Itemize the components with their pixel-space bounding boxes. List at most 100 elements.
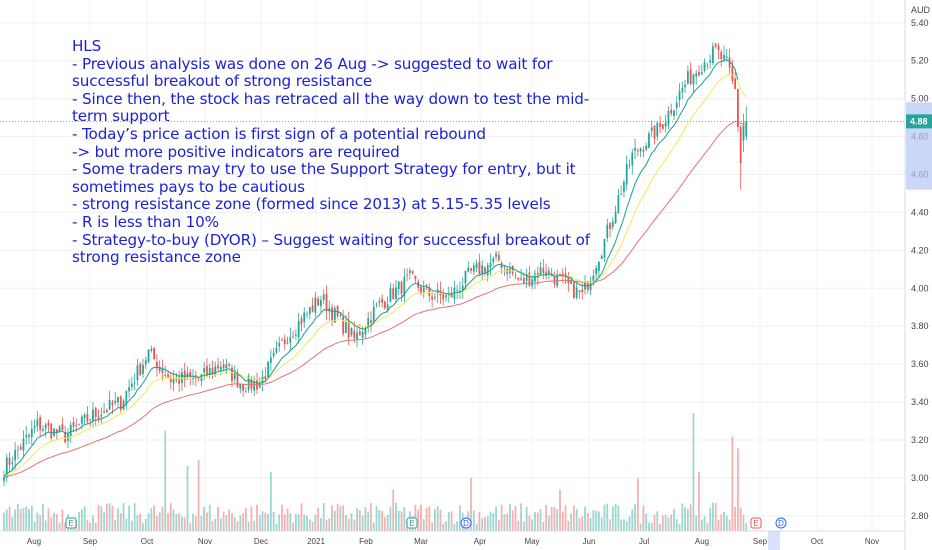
volume-bar xyxy=(648,522,650,531)
volume-bar xyxy=(609,519,611,531)
candle-body xyxy=(717,45,720,51)
volume-bar xyxy=(742,515,745,531)
volume-bar xyxy=(695,515,698,531)
volume-bar xyxy=(244,507,247,531)
ema-slow-line xyxy=(3,120,747,478)
volume-bar xyxy=(25,506,28,531)
candle-body xyxy=(636,150,639,152)
candle-body xyxy=(456,289,459,291)
x-tick-label: Nov xyxy=(865,537,879,546)
candle-body xyxy=(320,299,322,307)
volume-bar xyxy=(283,514,286,531)
candle-body xyxy=(275,348,278,353)
volume-bar xyxy=(281,504,283,531)
volume-bar xyxy=(567,520,570,531)
volume-bar xyxy=(550,507,553,531)
candle-body xyxy=(595,268,598,275)
candle-body xyxy=(69,424,72,436)
volume-bar xyxy=(80,509,83,531)
volume-bar xyxy=(720,514,723,531)
candle-body xyxy=(573,282,575,299)
volume-bar xyxy=(103,512,105,531)
candle-body xyxy=(158,367,161,371)
candle-body xyxy=(183,370,186,381)
candle-body xyxy=(164,374,167,376)
volume-bar xyxy=(614,503,617,531)
candle-body xyxy=(58,426,61,432)
volume-bar xyxy=(731,436,734,531)
volume-bar xyxy=(536,512,539,531)
candle-body xyxy=(406,274,408,276)
volume-bar xyxy=(100,506,103,531)
volume-bar xyxy=(295,514,297,531)
candle-body xyxy=(370,320,372,323)
volume-bar xyxy=(139,513,142,531)
volume-bar xyxy=(539,508,542,531)
volume-bar xyxy=(445,521,447,531)
candle-body xyxy=(383,301,386,309)
volume-bar xyxy=(545,504,547,531)
x-tick-label: Sep xyxy=(83,537,98,546)
event-marker-label: D xyxy=(778,519,784,528)
candle-body xyxy=(484,267,486,273)
volume-bar xyxy=(514,505,517,531)
volume-bar xyxy=(272,511,275,531)
candle-body xyxy=(606,224,609,239)
volume-bar xyxy=(161,506,164,531)
candle-body xyxy=(156,361,158,369)
volume-bar xyxy=(153,505,156,531)
volume-bar xyxy=(156,515,158,531)
ema-mid-line xyxy=(3,73,747,478)
volume-bar xyxy=(450,511,453,531)
volume-bar xyxy=(417,509,420,531)
volume-bar xyxy=(197,460,200,531)
volume-bar xyxy=(703,516,706,531)
volume-bar xyxy=(322,503,325,531)
volume-bar xyxy=(108,503,111,531)
candles xyxy=(3,42,748,487)
volume-bar xyxy=(595,510,598,531)
volume-bar xyxy=(275,523,278,531)
volume-bar xyxy=(556,509,559,531)
candle-body xyxy=(78,424,80,426)
candle-body xyxy=(67,433,69,441)
volume-bar xyxy=(528,515,531,531)
volume-bar xyxy=(169,503,172,531)
volume-bar xyxy=(178,513,181,531)
candle-body xyxy=(445,295,447,298)
volume-bar xyxy=(531,519,534,531)
candle-body xyxy=(656,122,659,137)
candle-body xyxy=(239,383,242,389)
candle-body xyxy=(147,349,150,363)
candle-body xyxy=(450,292,453,298)
volume-bar xyxy=(525,506,528,531)
volume-bar xyxy=(664,514,667,531)
volume-bar xyxy=(314,514,317,531)
candle-body xyxy=(603,239,606,258)
candle-body xyxy=(514,275,517,277)
candle-body xyxy=(737,89,739,128)
candle-body xyxy=(628,165,631,167)
volume-bar xyxy=(58,523,61,531)
candle-body xyxy=(567,275,570,284)
candle-body xyxy=(520,278,522,280)
volume-bar xyxy=(381,510,383,531)
candle-body xyxy=(570,280,573,284)
candle-body xyxy=(75,425,78,426)
volume-bar xyxy=(147,513,150,531)
candle-body xyxy=(447,293,450,296)
candle-body xyxy=(247,375,250,390)
volume-bar xyxy=(117,508,119,531)
volume-bar xyxy=(119,513,122,531)
volume-bar xyxy=(28,509,30,531)
volume-bar xyxy=(570,513,573,531)
volume-bar xyxy=(522,521,525,531)
candle-body xyxy=(489,262,492,267)
candle-body xyxy=(381,298,383,303)
candle-body xyxy=(267,361,269,377)
candle-body xyxy=(303,312,306,322)
volume-bar xyxy=(358,510,361,531)
candle-body xyxy=(22,438,25,451)
